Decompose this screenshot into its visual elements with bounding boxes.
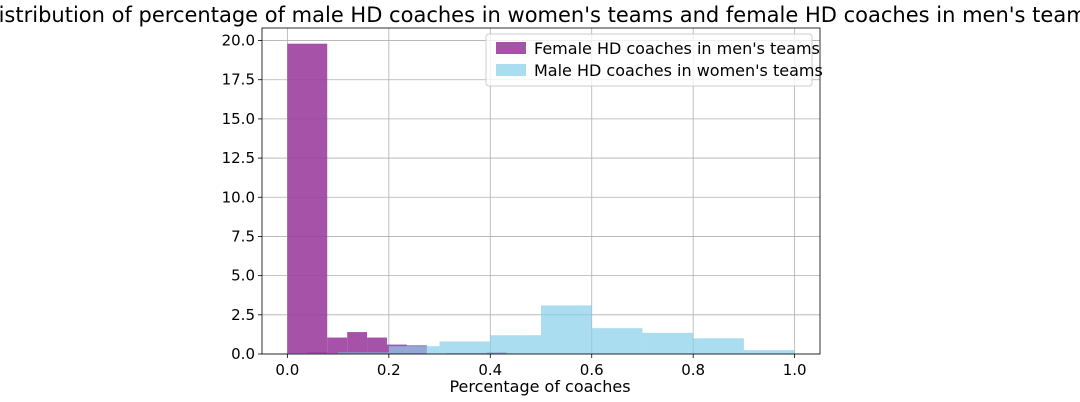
female-bar (367, 337, 387, 354)
male-bar (743, 350, 795, 354)
bars (287, 43, 795, 355)
x-tick-label: 0.0 (275, 361, 299, 379)
male-bar (490, 335, 541, 354)
male-bar (591, 328, 643, 354)
legend-swatch (496, 64, 526, 76)
x-tick-label: 0.6 (580, 361, 604, 379)
x-axis-label: Percentage of coaches (449, 377, 630, 396)
male-bar (541, 305, 592, 354)
x-tick-label: 0.8 (681, 361, 705, 379)
male-bar (338, 352, 389, 354)
male-bar (439, 341, 491, 354)
legend-label: Female HD coaches in men's teams (534, 39, 820, 58)
x-tick-label: 0.4 (478, 361, 502, 379)
female-bar (287, 43, 328, 355)
female-bar (327, 337, 348, 354)
male-bar (642, 332, 694, 354)
male-bar (388, 346, 440, 354)
y-tick-label: 5.0 (231, 267, 255, 285)
axes: 0.0 0.2 0.4 0.6 0.8 1.0 0.0 2.5 5.0 7.5 10.0 12.5 15… (222, 27, 821, 379)
y-tick-label: 20.0 (222, 32, 255, 50)
y-tick-label: 12.5 (222, 149, 255, 167)
female-bar (347, 332, 368, 354)
male-bar (693, 338, 744, 354)
y-tick-label: 15.0 (222, 110, 255, 128)
y-tick-label: 0.0 (231, 345, 255, 363)
y-tick-label: 7.5 (231, 227, 255, 245)
legend-box (485, 33, 813, 87)
legend-label: Male HD coaches in women's teams (534, 61, 823, 80)
x-tick-label: 1.0 (783, 361, 807, 379)
x-tick-label: 0.2 (377, 361, 401, 379)
chart-title: Distribution of percentage of male HD co… (0, 3, 1080, 27)
y-tick-label: 10.0 (222, 188, 255, 206)
y-tick-label: 17.5 (222, 71, 255, 89)
legend: Female HD coaches in men's teams Male HD … (485, 33, 823, 87)
legend-swatch (496, 42, 526, 54)
plot-frame (261, 27, 821, 355)
female-bar (307, 352, 328, 354)
y-tick-label: 2.5 (231, 306, 255, 324)
